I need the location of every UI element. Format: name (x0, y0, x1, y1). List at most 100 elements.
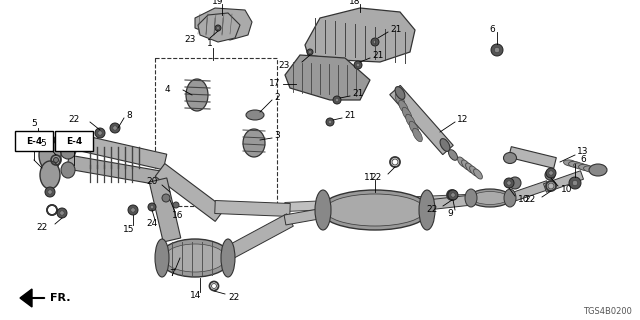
Text: 22: 22 (371, 172, 382, 181)
Ellipse shape (35, 142, 40, 148)
Bar (67, 155, 161, 185)
Circle shape (546, 168, 556, 178)
Bar (509, 181, 550, 202)
Circle shape (60, 211, 64, 215)
Polygon shape (195, 8, 252, 40)
Text: TGS4B0200: TGS4B0200 (583, 307, 632, 316)
Ellipse shape (504, 153, 516, 164)
Circle shape (45, 135, 55, 145)
Bar (543, 171, 584, 192)
Text: 6: 6 (489, 25, 495, 34)
Ellipse shape (584, 166, 596, 172)
Ellipse shape (246, 110, 264, 120)
Bar (149, 178, 180, 242)
Circle shape (448, 190, 458, 200)
Ellipse shape (320, 190, 430, 230)
Text: 22: 22 (68, 115, 80, 124)
Circle shape (215, 25, 221, 31)
Circle shape (95, 128, 105, 138)
Text: E-4: E-4 (66, 137, 82, 146)
Ellipse shape (39, 139, 61, 171)
Ellipse shape (472, 191, 508, 204)
Ellipse shape (440, 139, 450, 151)
Circle shape (494, 47, 500, 53)
Circle shape (548, 171, 553, 175)
Bar (390, 85, 453, 155)
Text: 19: 19 (212, 0, 224, 6)
Text: 16: 16 (172, 212, 184, 220)
Ellipse shape (545, 170, 555, 180)
Ellipse shape (155, 239, 169, 277)
Text: 8: 8 (126, 110, 132, 119)
Bar (509, 147, 556, 168)
Text: 2: 2 (274, 92, 280, 101)
FancyBboxPatch shape (55, 131, 93, 151)
Text: 15: 15 (124, 225, 135, 234)
Circle shape (57, 208, 67, 218)
Text: 14: 14 (190, 292, 202, 300)
Text: 21: 21 (372, 52, 383, 60)
Ellipse shape (159, 239, 231, 277)
Text: 22: 22 (427, 204, 438, 213)
Ellipse shape (395, 87, 405, 100)
Text: 12: 12 (457, 115, 468, 124)
Bar (215, 201, 291, 217)
Ellipse shape (164, 244, 226, 272)
Circle shape (335, 98, 339, 102)
Ellipse shape (399, 100, 408, 114)
Text: 10: 10 (561, 185, 573, 194)
Circle shape (307, 49, 313, 55)
Circle shape (569, 177, 581, 189)
Text: 23: 23 (278, 60, 290, 69)
Text: 21: 21 (352, 90, 364, 99)
Text: 10: 10 (518, 195, 529, 204)
Circle shape (98, 131, 102, 135)
Ellipse shape (466, 163, 474, 173)
Circle shape (328, 120, 332, 124)
Circle shape (48, 190, 52, 194)
Ellipse shape (402, 107, 412, 121)
Ellipse shape (413, 128, 422, 142)
Ellipse shape (40, 161, 60, 189)
Text: 22: 22 (228, 292, 239, 301)
Text: 13: 13 (577, 148, 589, 156)
Circle shape (110, 123, 120, 133)
Circle shape (217, 27, 220, 29)
Circle shape (148, 203, 156, 211)
Bar (221, 214, 293, 261)
Text: 21: 21 (390, 26, 401, 35)
FancyBboxPatch shape (15, 131, 53, 151)
Polygon shape (285, 55, 370, 100)
Text: 4: 4 (164, 84, 170, 93)
Text: 23: 23 (184, 36, 196, 44)
Ellipse shape (325, 194, 425, 226)
Ellipse shape (461, 160, 470, 170)
Ellipse shape (61, 162, 75, 178)
Circle shape (504, 178, 514, 188)
Bar (284, 207, 331, 225)
Ellipse shape (509, 177, 521, 189)
Bar (426, 195, 472, 210)
Polygon shape (198, 13, 240, 42)
Circle shape (150, 205, 154, 209)
Polygon shape (305, 8, 415, 62)
Circle shape (308, 51, 311, 53)
Ellipse shape (465, 189, 477, 207)
Circle shape (45, 187, 55, 197)
Circle shape (113, 126, 117, 130)
Ellipse shape (568, 161, 582, 168)
Text: 7: 7 (169, 269, 175, 278)
Ellipse shape (54, 157, 58, 163)
Text: 5: 5 (40, 140, 46, 148)
Text: 20: 20 (147, 178, 158, 187)
Circle shape (451, 193, 455, 197)
Ellipse shape (221, 239, 235, 277)
Circle shape (128, 205, 138, 215)
Ellipse shape (469, 189, 511, 207)
Ellipse shape (589, 164, 607, 176)
Ellipse shape (579, 164, 591, 171)
Ellipse shape (504, 189, 516, 207)
Text: 5: 5 (31, 119, 37, 129)
Ellipse shape (458, 157, 467, 167)
Polygon shape (20, 289, 32, 307)
